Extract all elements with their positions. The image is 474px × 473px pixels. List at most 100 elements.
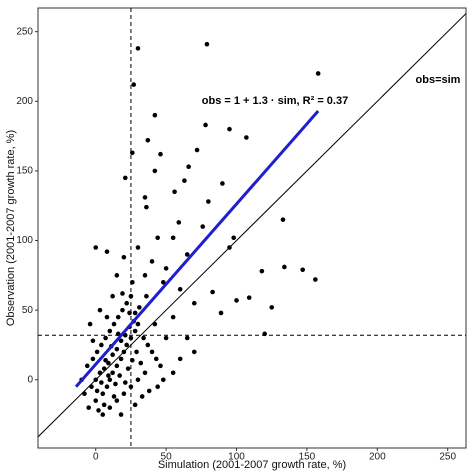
point	[177, 286, 183, 292]
point	[106, 360, 111, 366]
point	[114, 346, 120, 352]
point	[152, 168, 158, 174]
point	[163, 266, 169, 271]
point	[87, 321, 93, 327]
x-tick-label: 250	[439, 452, 456, 463]
point	[128, 335, 134, 341]
point	[153, 356, 159, 362]
point	[103, 335, 108, 341]
x-tick-label: 100	[228, 452, 245, 463]
point	[132, 310, 138, 316]
point	[145, 137, 151, 143]
point	[186, 164, 191, 170]
point	[227, 245, 232, 250]
point	[111, 394, 117, 399]
point	[194, 147, 200, 153]
point	[114, 398, 120, 403]
point	[138, 360, 144, 366]
point	[103, 357, 108, 363]
regression-line	[74, 110, 320, 388]
point	[145, 342, 151, 348]
point	[282, 264, 287, 270]
plot-area	[38, 8, 466, 448]
point	[115, 314, 121, 320]
point	[203, 122, 208, 128]
point	[135, 377, 141, 383]
point	[99, 380, 104, 385]
point	[135, 46, 141, 51]
point	[121, 391, 127, 396]
point	[218, 310, 224, 316]
point	[135, 245, 141, 250]
y-tick-label: 0	[27, 374, 33, 385]
point	[176, 220, 182, 225]
point	[177, 356, 183, 362]
point	[144, 204, 149, 210]
point	[93, 377, 99, 383]
point	[125, 366, 131, 371]
y-tick-label: 250	[16, 26, 33, 37]
point	[161, 280, 166, 285]
point	[182, 178, 187, 183]
point	[134, 349, 139, 355]
point	[100, 391, 106, 396]
point	[122, 380, 128, 385]
point	[131, 82, 137, 87]
point	[139, 394, 145, 399]
y-tick-label: 200	[16, 96, 33, 107]
point	[172, 189, 177, 195]
point	[94, 349, 100, 355]
point	[132, 402, 138, 408]
point	[114, 363, 120, 369]
point	[135, 321, 141, 327]
point	[149, 259, 155, 264]
point	[121, 349, 127, 355]
point	[130, 357, 135, 363]
point	[146, 388, 152, 394]
x-tick-label: 200	[369, 452, 386, 463]
point	[142, 370, 148, 376]
point	[115, 331, 121, 337]
point	[118, 356, 124, 362]
point	[152, 112, 158, 118]
point	[231, 235, 236, 241]
point	[94, 388, 100, 394]
point	[82, 391, 87, 396]
point	[100, 412, 106, 417]
point	[234, 298, 239, 303]
point	[114, 273, 120, 278]
point	[118, 412, 124, 417]
point	[90, 338, 96, 344]
y-tick-label: 100	[16, 235, 33, 246]
point	[104, 384, 110, 390]
point	[204, 41, 210, 47]
point	[121, 254, 127, 260]
point	[130, 280, 135, 285]
point	[122, 175, 128, 181]
point	[130, 150, 135, 156]
identity-line	[38, 13, 466, 438]
point	[110, 293, 115, 299]
point	[97, 307, 103, 313]
point	[96, 408, 101, 413]
point	[259, 268, 265, 274]
point	[107, 328, 113, 334]
point	[313, 277, 318, 282]
point	[163, 335, 169, 341]
point	[300, 267, 305, 273]
point	[158, 151, 163, 157]
point	[90, 356, 96, 362]
point	[262, 331, 267, 337]
point	[104, 314, 110, 320]
point	[120, 307, 125, 313]
point	[127, 310, 132, 316]
point	[155, 384, 160, 390]
y-tick-label: 150	[16, 166, 33, 177]
point	[137, 305, 142, 310]
point	[170, 370, 176, 376]
x-tick-label: 150	[299, 452, 316, 463]
point	[191, 349, 197, 355]
point	[107, 405, 113, 410]
point	[269, 305, 275, 310]
